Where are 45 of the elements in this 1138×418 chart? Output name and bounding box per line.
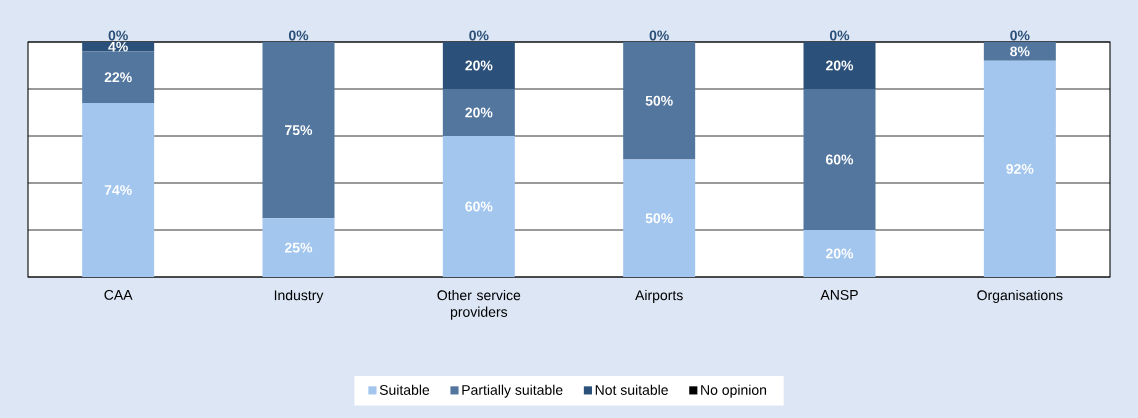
bar bbox=[803, 42, 876, 89]
bar bbox=[442, 136, 515, 277]
data-label: 4% bbox=[108, 41, 128, 52]
legend-label: Not suitable bbox=[595, 384, 668, 395]
data-label: 60% bbox=[465, 201, 493, 212]
bar bbox=[82, 103, 155, 277]
data-label: 20% bbox=[825, 248, 854, 259]
x-tick-label: Other service providers bbox=[437, 289, 521, 320]
bar bbox=[623, 159, 696, 277]
legend-label: Partially suitable bbox=[462, 384, 563, 398]
data-label: 50% bbox=[645, 95, 673, 106]
bar bbox=[262, 42, 335, 219]
x-tick-label: Industry bbox=[274, 289, 324, 303]
data-label: 74% bbox=[104, 185, 132, 195]
data-label: 20% bbox=[465, 107, 493, 118]
data-label: 25% bbox=[284, 242, 313, 253]
data-label: 0% bbox=[649, 30, 669, 41]
bar bbox=[803, 230, 876, 277]
x-tick-label: CAA bbox=[104, 289, 133, 300]
legend-label: No opinion bbox=[701, 384, 767, 398]
data-label: 0% bbox=[469, 30, 489, 41]
x-tick-label: Airports bbox=[635, 289, 683, 303]
data-label: 75% bbox=[285, 125, 313, 136]
data-label: 20% bbox=[465, 60, 493, 71]
data-label: 20% bbox=[825, 60, 854, 71]
bar bbox=[442, 42, 515, 89]
data-label: 0% bbox=[288, 30, 309, 41]
bar bbox=[983, 42, 1056, 61]
data-label: 0% bbox=[829, 30, 850, 41]
legend-label: Suitable bbox=[379, 384, 430, 395]
data-label: 92% bbox=[1006, 163, 1034, 174]
x-tick-label: Organisations bbox=[977, 289, 1063, 303]
bar bbox=[983, 60, 1056, 277]
data-label: 0% bbox=[108, 30, 128, 41]
data-label: 0% bbox=[1010, 30, 1030, 41]
data-label: 50% bbox=[645, 213, 673, 224]
data-label: 60% bbox=[826, 154, 854, 165]
data-label: 8% bbox=[1010, 46, 1030, 57]
data-label: 22% bbox=[104, 72, 132, 83]
bar bbox=[442, 89, 515, 136]
bar bbox=[262, 218, 335, 277]
bar bbox=[623, 42, 696, 160]
x-tick-label: ANSP bbox=[820, 289, 858, 300]
bar bbox=[82, 51, 155, 104]
bar bbox=[803, 89, 876, 230]
